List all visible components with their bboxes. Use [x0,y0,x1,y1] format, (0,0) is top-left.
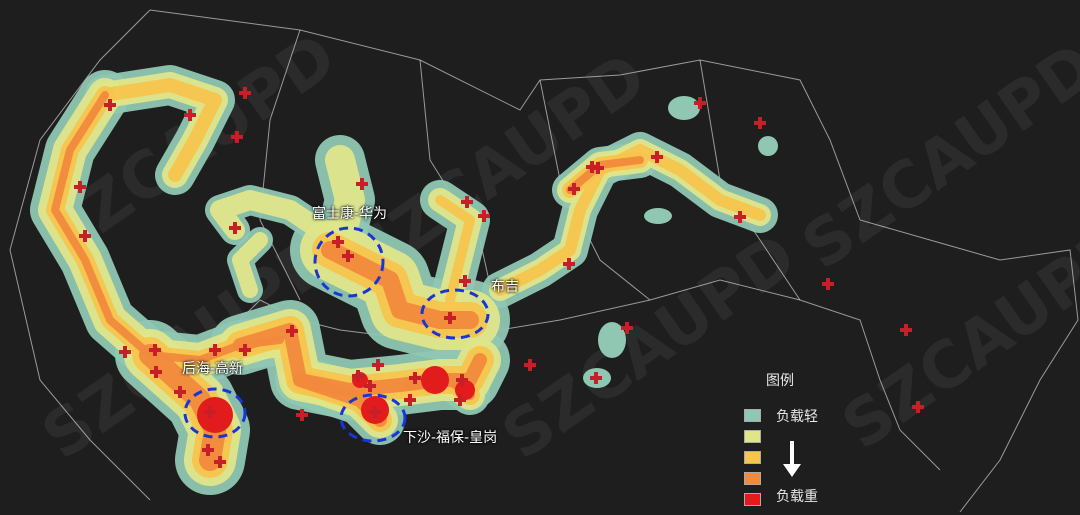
poi-cross-icon [332,236,344,248]
poi-cross-icon [150,366,162,378]
legend-light-label: 负载轻 [776,409,818,425]
heat-band-mid [98,78,222,182]
poi-cross-icon [342,250,354,262]
poi-cross-icon [409,372,421,384]
poi-cross-icon [174,386,186,398]
poi-cross-icon [214,456,226,468]
poi-cross-icon [239,87,251,99]
district-boundary [259,29,301,301]
legend-swatch-2 [744,430,761,443]
legend-swatch-3 [744,451,761,464]
heat-spot-light [598,322,626,358]
poi-cross-icon [369,406,381,418]
poi-cross-icon [900,324,912,336]
poi-cross-icon [563,258,575,270]
legend-title: 图例 [766,373,794,389]
poi-cross-icon [184,109,196,121]
heat-core-heavy [421,366,449,394]
poi-cross-icon [204,406,216,418]
poi-cross-icon [296,409,308,421]
poi-cross-icon [209,344,221,356]
poi-cross-icon [356,178,368,190]
poi-cross-icon [590,372,602,384]
district-boundary [149,9,1079,513]
highlight-circle [313,226,385,298]
poi-cross-icon [912,401,924,413]
poi-cross-icon [822,278,834,290]
heat-core-heavy [197,397,233,433]
poi-cross-icon [694,97,706,109]
arrow-down-icon [790,441,794,469]
legend: 图例 负载轻 负载重 [740,368,860,508]
poi-cross-icon [456,374,468,386]
poi-cross-icon [651,151,663,163]
heat-spot-light [644,208,672,224]
poi-cross-icon [364,380,376,392]
poi-cross-icon [119,346,131,358]
legend-swatch-4 [744,472,761,485]
poi-cross-icon [454,394,466,406]
poi-cross-icon [592,162,604,174]
highlight-circle [339,393,407,443]
legend-swatch-5 [744,493,761,506]
poi-cross-icon [229,222,241,234]
district-boundary [9,9,151,501]
poi-cross-icon [352,370,364,382]
heat-band-mid [435,195,475,305]
poi-cross-icon [621,322,633,334]
heat-spot-light [668,96,700,120]
poi-cross-icon [239,344,251,356]
poi-cross-icon [754,117,766,129]
poi-cross-icon [149,344,161,356]
poi-cross-icon [104,99,116,111]
area-label-xiasha: 下沙-福保-皇岗 [403,430,498,446]
poi-cross-icon [568,183,580,195]
poi-cross-icon [444,312,456,324]
poi-cross-icon [478,210,490,222]
heat-spot-light [758,136,778,156]
poi-cross-icon [524,359,536,371]
legend-heavy-label: 负载重 [776,489,818,505]
poi-cross-icon [404,394,416,406]
legend-swatch-1 [744,409,761,422]
poi-cross-icon [372,359,384,371]
area-label-houhai: 后海-高新 [182,361,244,377]
heat-band-high [51,91,284,364]
poi-cross-icon [734,211,746,223]
poi-cross-icon [79,230,91,242]
arrow-head-icon [783,464,801,477]
area-label-foxconn: 富士康-华为 [312,206,388,222]
heat-band-low [210,190,330,240]
heat-band-low [232,232,268,298]
highlight-circle [420,288,490,340]
highlight-circle [183,387,247,439]
poi-cross-icon [74,181,86,193]
poi-cross-icon [202,444,214,456]
poi-cross-icon [461,196,473,208]
area-label-buji: 布吉 [491,279,519,295]
poi-cross-icon [231,131,243,143]
heat-band-low [325,145,365,255]
poi-cross-icon [459,275,471,287]
poi-cross-icon [286,325,298,337]
